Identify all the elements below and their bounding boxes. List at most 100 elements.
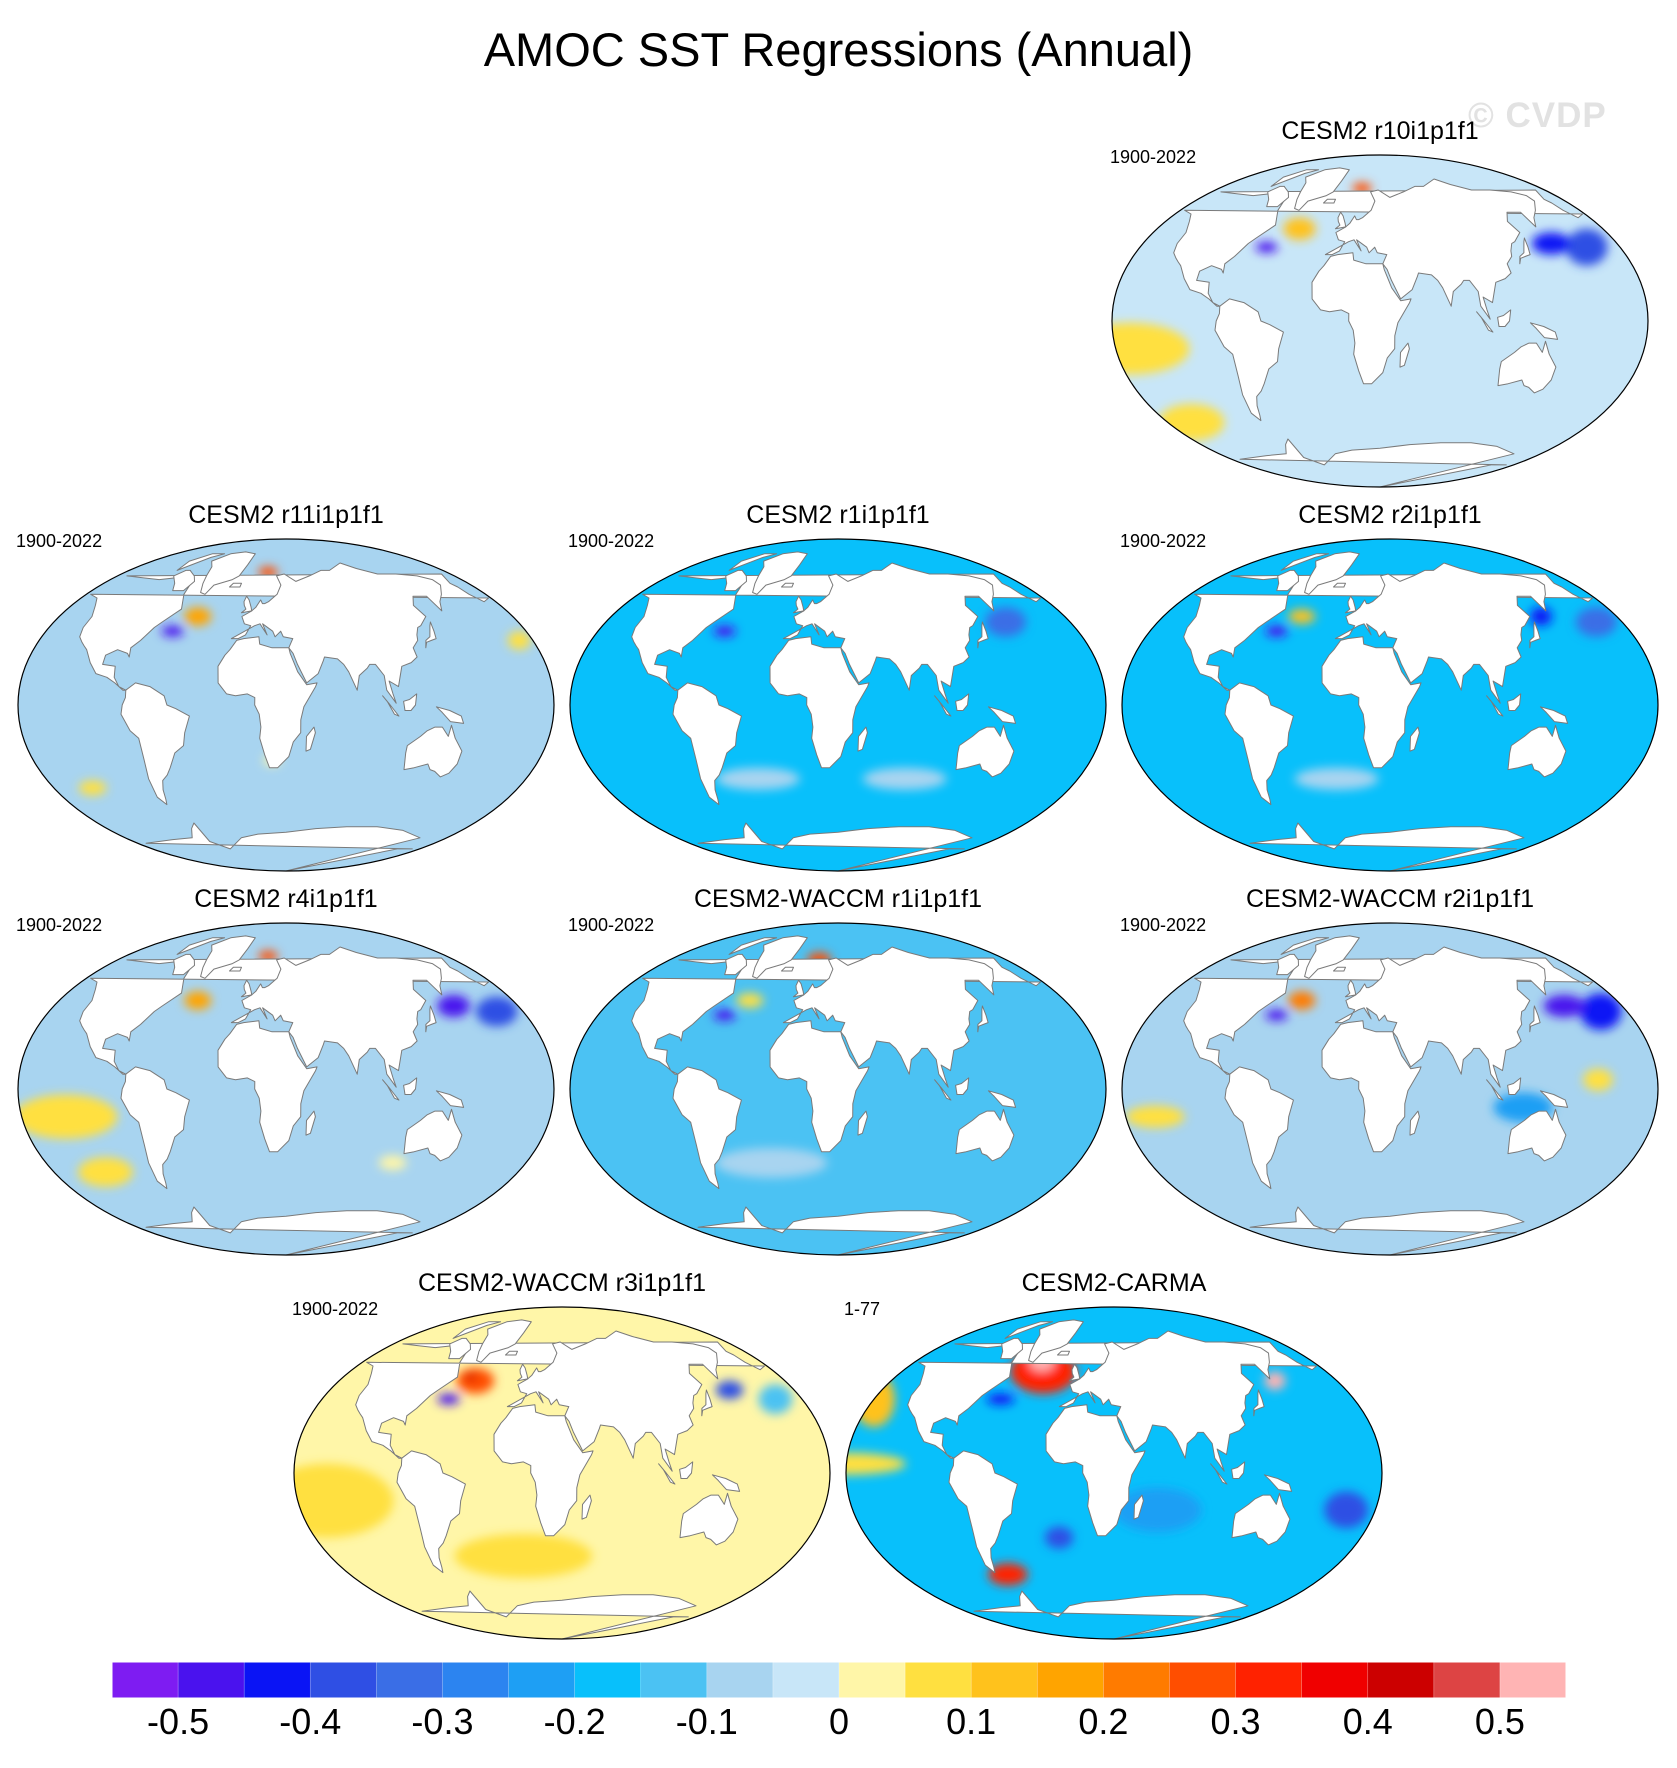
land-mass (1311, 252, 1412, 385)
land-mass (977, 1005, 989, 1033)
land-mass (792, 979, 805, 998)
land-mass (1486, 695, 1504, 717)
land-mass (1333, 966, 1346, 972)
land-mass (752, 551, 808, 595)
sst-anomaly-patch (1265, 625, 1288, 637)
land-mass (176, 553, 226, 571)
colorbar-labels: -0.5 -0.4 -0.3 -0.2 -0.1 0 0.1 0.2 0.3 0.4 0.5 (0, 1700, 1677, 1750)
colorbar-swatch (442, 1662, 509, 1698)
map-border (845, 1306, 1383, 1640)
panel-title: CESM2 r10i1p1f1 (1281, 117, 1479, 145)
land-mass (955, 1077, 970, 1095)
land-mass (382, 695, 400, 717)
land-mass (1321, 636, 1422, 769)
land-mass (1270, 169, 1320, 187)
land-mass (403, 724, 463, 778)
sst-anomaly-patch (456, 1367, 495, 1394)
map-panel-cesm2-carma: CESM2-CARMA 1-77 (844, 1268, 1384, 1646)
map-border (569, 538, 1107, 872)
colorbar-swatch (1433, 1662, 1501, 1698)
panel-title: CESM2 r2i1p1f1 (1298, 501, 1482, 529)
land-mass (769, 1020, 870, 1153)
land-mass (506, 1330, 719, 1472)
land-mass (305, 726, 316, 752)
colorbar-swatch (706, 1662, 774, 1698)
map-border (1121, 538, 1659, 872)
land-mass (1333, 582, 1346, 588)
panel-title: CESM2-WACCM r3i1p1f1 (417, 1269, 707, 1297)
land-mass (1409, 1110, 1420, 1136)
sst-regression-map (17, 922, 555, 1256)
land-mass (1529, 1005, 1541, 1033)
sst-anomaly-patch (1288, 609, 1316, 624)
land-mass (1321, 1020, 1422, 1153)
land-mass (724, 953, 747, 976)
land-mass (977, 621, 989, 649)
land-mass (516, 1363, 529, 1382)
land-mass (229, 966, 242, 972)
sst-anomaly-patch (465, 1373, 477, 1381)
sst-anomaly-patch (1255, 241, 1278, 253)
colorbar-tick-label: -0.3 (411, 1701, 474, 1742)
sst-anomaly-patch (715, 1380, 744, 1400)
land-mass (1253, 1389, 1265, 1417)
land-mass (435, 706, 465, 724)
panel-title: CESM2 r11i1p1f1 (188, 501, 384, 529)
sst-anomaly-patch (18, 1094, 118, 1139)
colorbar-swatch (971, 1662, 1038, 1698)
land-mass (987, 706, 1017, 724)
panel-period: 1900-2022 (1120, 915, 1207, 935)
land-mass (752, 935, 808, 979)
land-mass (1344, 979, 1357, 998)
sst-anomaly-patch (1125, 1105, 1185, 1128)
map-panel-cesm2-waccm-r3: CESM2-WACCM r3i1p1f1 1900-2022 (292, 1268, 832, 1646)
land-mass (1323, 198, 1336, 204)
sst-regression-map (293, 1306, 831, 1640)
land-mass (120, 1066, 190, 1190)
land-mass (1231, 1492, 1291, 1546)
land-mass (701, 1389, 713, 1417)
sst-regression-map (569, 922, 1107, 1256)
sst-anomaly-patch (184, 607, 212, 626)
land-mass (240, 979, 253, 998)
land-mass (1539, 706, 1569, 724)
colorbar-swatch (1301, 1662, 1369, 1698)
land-mass (421, 1590, 697, 1639)
land-mass (769, 636, 870, 769)
land-mass (1399, 342, 1410, 368)
map-panel-cesm2-r2: CESM2 r2i1p1f1 1900-2022 (1120, 500, 1660, 878)
land-mass (1334, 562, 1547, 704)
sst-anomaly-patch (1265, 1009, 1288, 1021)
land-mass (672, 682, 742, 806)
land-mass (230, 946, 443, 1088)
land-mass (781, 966, 794, 972)
land-mass (1276, 569, 1299, 592)
land-mass (1507, 1077, 1522, 1095)
land-mass (230, 562, 443, 704)
land-mass (782, 562, 995, 704)
land-mass (1507, 693, 1522, 711)
panel-period: 1900-2022 (1120, 531, 1207, 551)
land-mass (452, 1321, 502, 1339)
land-mass (1266, 185, 1289, 208)
map-panel-cesm2-r11: CESM2 r11i1p1f1 1900-2022 (16, 500, 556, 878)
land-mass (1497, 340, 1557, 394)
colorbar-swatch (376, 1662, 443, 1698)
colorbar-tick-label: -0.4 (279, 1701, 342, 1742)
land-mass (396, 1450, 466, 1574)
panel-title: CESM2 r4i1p1f1 (194, 885, 378, 913)
land-mass (425, 621, 437, 649)
sst-regression-map (1121, 922, 1659, 1256)
panel-period: 1900-2022 (568, 915, 655, 935)
sst-regression-map (1121, 538, 1659, 872)
land-mass (934, 1079, 952, 1101)
land-mass (172, 569, 195, 592)
land-mass (1057, 1350, 1070, 1356)
land-mass (857, 726, 868, 752)
land-mass (1231, 1461, 1246, 1479)
land-mass (1294, 167, 1350, 211)
land-mass (711, 1474, 741, 1492)
land-mass (697, 1206, 973, 1255)
land-mass (857, 1110, 868, 1136)
colorbar-tick-label: 0.4 (1342, 1701, 1393, 1742)
